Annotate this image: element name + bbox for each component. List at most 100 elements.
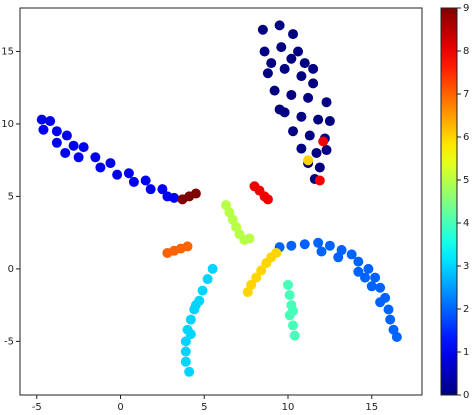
- point: [73, 152, 84, 163]
- point: [353, 256, 364, 267]
- point: [321, 145, 332, 156]
- plot-frame: [19, 7, 423, 396]
- colorbar-tick-label: 6: [463, 132, 469, 143]
- point: [308, 63, 319, 74]
- point: [184, 366, 195, 377]
- x-tick-label: 5: [201, 402, 207, 413]
- point: [375, 282, 386, 293]
- point: [190, 300, 201, 311]
- colorbar-tick-label: 2: [463, 304, 469, 315]
- y-tick-label: 10: [1, 119, 14, 130]
- point: [304, 130, 315, 141]
- point: [246, 279, 257, 290]
- point: [207, 263, 218, 274]
- point: [256, 265, 267, 276]
- point: [266, 58, 277, 69]
- point: [68, 140, 79, 151]
- colorbar-tick-label: 3: [463, 261, 469, 272]
- point: [251, 272, 262, 283]
- point: [299, 58, 310, 69]
- colorbar-tick-label: 8: [463, 46, 469, 57]
- point: [286, 89, 297, 100]
- point: [262, 68, 273, 79]
- point: [314, 175, 325, 186]
- point: [95, 162, 106, 173]
- point: [288, 29, 299, 40]
- point: [321, 97, 332, 108]
- colorbar-tick-label: 4: [463, 218, 469, 229]
- point: [316, 246, 327, 257]
- colorbar: [440, 7, 458, 396]
- colorbar-tick-label: 9: [463, 3, 469, 14]
- point: [370, 272, 381, 283]
- point: [51, 137, 62, 148]
- point: [296, 111, 307, 122]
- point: [180, 356, 191, 367]
- colorbar-tick-label: 0: [463, 390, 469, 401]
- point: [289, 330, 300, 341]
- point: [391, 332, 402, 343]
- point: [36, 114, 47, 125]
- point: [333, 252, 344, 263]
- point: [180, 336, 191, 347]
- point: [284, 289, 295, 300]
- point: [288, 320, 299, 331]
- x-tick-label: -5: [32, 402, 42, 413]
- point: [313, 114, 324, 125]
- point: [303, 155, 314, 166]
- point: [38, 124, 49, 135]
- point: [324, 116, 335, 127]
- point: [274, 104, 285, 115]
- point: [318, 136, 329, 147]
- point: [299, 239, 310, 250]
- point: [288, 305, 299, 316]
- point: [244, 233, 255, 244]
- point: [45, 116, 56, 127]
- point: [271, 247, 282, 258]
- x-tick-label: 15: [365, 402, 378, 413]
- point: [140, 175, 151, 186]
- point: [283, 279, 293, 290]
- colorbar-tick-label: 7: [463, 89, 469, 100]
- point: [257, 24, 268, 35]
- point: [262, 194, 273, 205]
- point: [308, 78, 319, 89]
- point: [276, 42, 287, 53]
- point: [61, 130, 72, 141]
- point: [279, 63, 290, 74]
- point: [112, 169, 123, 180]
- point: [182, 241, 193, 252]
- x-tick-label: 0: [117, 402, 123, 413]
- y-tick-label: -5: [4, 336, 14, 347]
- point: [123, 168, 134, 179]
- point: [60, 147, 71, 158]
- point: [185, 329, 196, 340]
- point: [185, 314, 196, 325]
- point: [259, 46, 270, 57]
- point: [197, 285, 208, 296]
- point: [383, 304, 394, 315]
- point: [375, 297, 386, 308]
- point: [169, 192, 180, 203]
- point: [286, 240, 297, 251]
- point: [314, 162, 325, 173]
- point: [366, 281, 377, 292]
- y-tick-label: 5: [8, 191, 14, 202]
- point: [105, 158, 116, 169]
- point: [78, 142, 89, 153]
- colorbar-tick-label: 1: [463, 347, 469, 358]
- point: [157, 184, 168, 195]
- point: [190, 188, 201, 199]
- point: [202, 274, 213, 285]
- point: [293, 46, 304, 57]
- point: [303, 92, 314, 103]
- point: [269, 85, 280, 96]
- point: [363, 263, 374, 274]
- point: [286, 53, 297, 64]
- y-tick-label: 0: [8, 264, 14, 275]
- point: [385, 314, 396, 325]
- point: [145, 184, 156, 195]
- point: [128, 176, 139, 187]
- point: [353, 266, 364, 277]
